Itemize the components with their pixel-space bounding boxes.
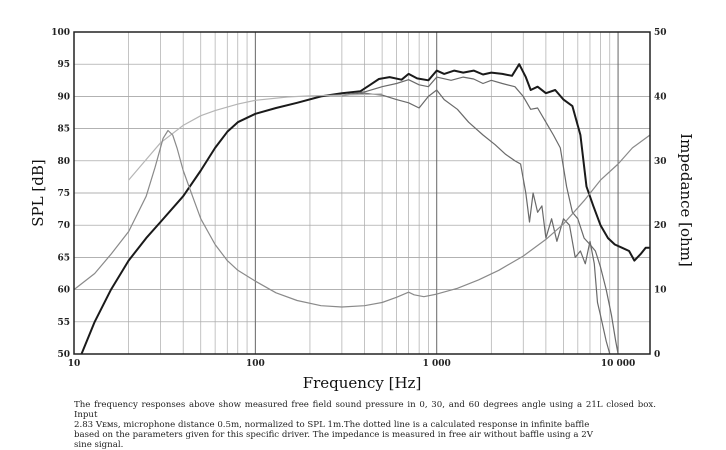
y2-tick-label: 40 xyxy=(654,92,667,102)
y2-tick-label: 0 xyxy=(654,350,660,360)
x-axis-title: Frequency [Hz] xyxy=(303,374,422,392)
caption-line-4: sine signal. xyxy=(74,440,124,450)
y-tick-label: 50 xyxy=(57,350,70,360)
y2-tick-label: 20 xyxy=(654,221,667,231)
caption-line-2: 2.83 Vᴇᴍs, microphone distance 0.5m, nor… xyxy=(74,420,590,430)
y-tick-label: 60 xyxy=(57,286,70,296)
y2-tick-label: 30 xyxy=(654,157,667,167)
plot-frame xyxy=(73,31,651,355)
x-tick-label: 1 000 xyxy=(423,359,451,369)
series-group xyxy=(73,63,651,355)
caption-line-3: based on the parameters given for this s… xyxy=(74,430,593,440)
y-tick-label: 80 xyxy=(57,157,70,167)
x-tick-label: 10 000 xyxy=(601,359,635,369)
y-tick-label: 85 xyxy=(57,125,70,135)
y2-tick-label: 50 xyxy=(654,28,667,38)
y-axis-title: SPL [dB] xyxy=(29,159,47,226)
series-line-4 xyxy=(128,93,383,181)
y2-tick-label: 10 xyxy=(654,286,667,296)
chart-caption: The frequency responses above show measu… xyxy=(74,400,656,450)
y-tick-label: 75 xyxy=(57,189,70,199)
y-tick-label: 90 xyxy=(57,92,70,102)
y-tick-label: 55 xyxy=(57,318,70,328)
series-line-1 xyxy=(80,63,650,355)
y-tick-label: 65 xyxy=(57,253,70,263)
series-line-2 xyxy=(341,76,619,355)
x-tick-label: 10 xyxy=(68,359,81,369)
series-line-3 xyxy=(341,89,611,355)
caption-line-1: The frequency responses above show measu… xyxy=(74,400,656,420)
y-tick-label: 95 xyxy=(57,60,70,70)
y-tick-label: 70 xyxy=(57,221,70,231)
series-line-5 xyxy=(73,129,651,308)
y-tick-label: 100 xyxy=(51,28,70,38)
y2-axis-title: Impedance [ohm] xyxy=(677,133,695,267)
x-tick-label: 100 xyxy=(246,359,265,369)
